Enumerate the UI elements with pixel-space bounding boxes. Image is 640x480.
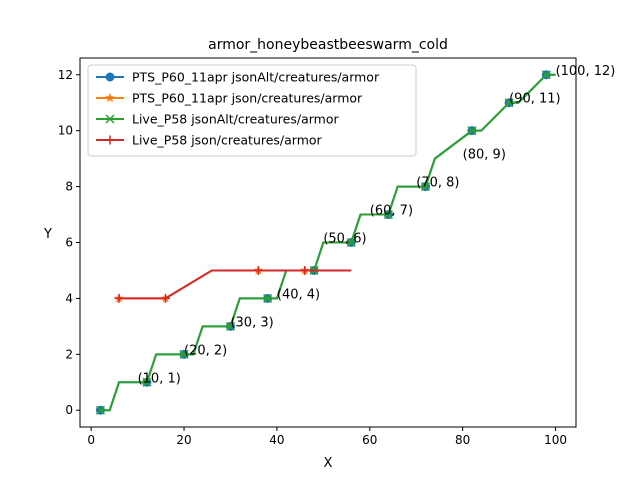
y-tick-label: 12 [58, 68, 73, 82]
legend-label: Live_P58 json/creatures/armor [132, 133, 323, 148]
data-point [541, 70, 551, 80]
y-tick-label: 6 [65, 236, 73, 250]
plot-area: (10, 1)(20, 2)(30, 3) (40, 4) (50, 6) (60, … [79, 57, 616, 428]
x-tick-label: 60 [362, 433, 377, 447]
legend-item: Live_P58 json/creatures/armor [96, 133, 323, 148]
data-label: (50, 6) [323, 232, 366, 247]
data-point [225, 321, 236, 331]
x-axis: 0 20 40 60 80 100 [87, 427, 567, 447]
data-point [114, 293, 124, 303]
data-point [179, 349, 189, 359]
data-point [346, 237, 356, 248]
data-label: (10, 1) [138, 371, 181, 386]
legend-marker [105, 92, 115, 103]
legend-item: Live_P58 jsonAlt/creatures/armor [96, 112, 339, 127]
data-point [253, 265, 263, 275]
data-point [160, 293, 170, 303]
x-tick-label: 100 [544, 433, 567, 447]
legend: PTS_P60_11apr jsonAlt/creatures/armor PTS… [87, 64, 417, 157]
y-tick-label: 8 [65, 180, 73, 194]
y-tick-label: 4 [65, 291, 73, 305]
x-tick-label: 0 [87, 433, 95, 447]
series-3 [114, 265, 352, 303]
y-tick-label: 10 [58, 124, 73, 138]
x-tick-label: 40 [269, 433, 284, 447]
legend-marker [105, 114, 115, 124]
x-tick-label: 80 [455, 433, 470, 447]
data-label: (20, 2) [184, 343, 227, 358]
data-label: (60, 7) [370, 204, 413, 219]
x-axis-label: X [324, 456, 333, 471]
data-point [383, 210, 393, 220]
y-tick-label: 2 [65, 347, 73, 361]
series-line [119, 269, 352, 300]
x-tick-label: 20 [176, 433, 191, 447]
data-point [263, 293, 273, 303]
data-point [142, 377, 152, 387]
legend-label: PTS_P60_11apr json/creatures/armor [132, 91, 363, 106]
data-point [420, 182, 431, 192]
y-tick-label: 0 [65, 403, 73, 417]
series-layer [95, 70, 556, 415]
data-label: (30, 3) [230, 315, 273, 330]
data-point [300, 265, 310, 275]
data-label: (40, 4) [277, 287, 320, 302]
data-point [504, 98, 514, 108]
legend-marker [105, 72, 115, 82]
data-label: (90, 11) [509, 92, 561, 107]
legend-label: Live_P58 jsonAlt/creatures/armor [132, 112, 339, 127]
chart-title: armor_honeybeastbeeswarm_cold [208, 37, 448, 53]
data-point [467, 126, 477, 136]
data-point [95, 405, 105, 415]
legend-label: PTS_P60_11apr jsonAlt/creatures/armor [132, 70, 380, 85]
data-label: (80, 9) [463, 148, 506, 163]
legend-item: PTS_P60_11apr jsonAlt/creatures/armor [96, 70, 380, 85]
annotation-layer: (10, 1)(20, 2)(30, 3) (40, 4) (50, 6) (60, … [138, 64, 616, 387]
legend-item: PTS_P60_11apr json/creatures/armor [96, 91, 363, 106]
y-axis-label: Y [43, 227, 52, 242]
legend-marker [105, 135, 115, 145]
y-axis: 0 2 4 6 8 10 12 [58, 68, 80, 417]
legend-box [87, 64, 417, 157]
data-label: (70, 8) [416, 176, 459, 191]
data-label: (100, 12) [556, 64, 616, 79]
